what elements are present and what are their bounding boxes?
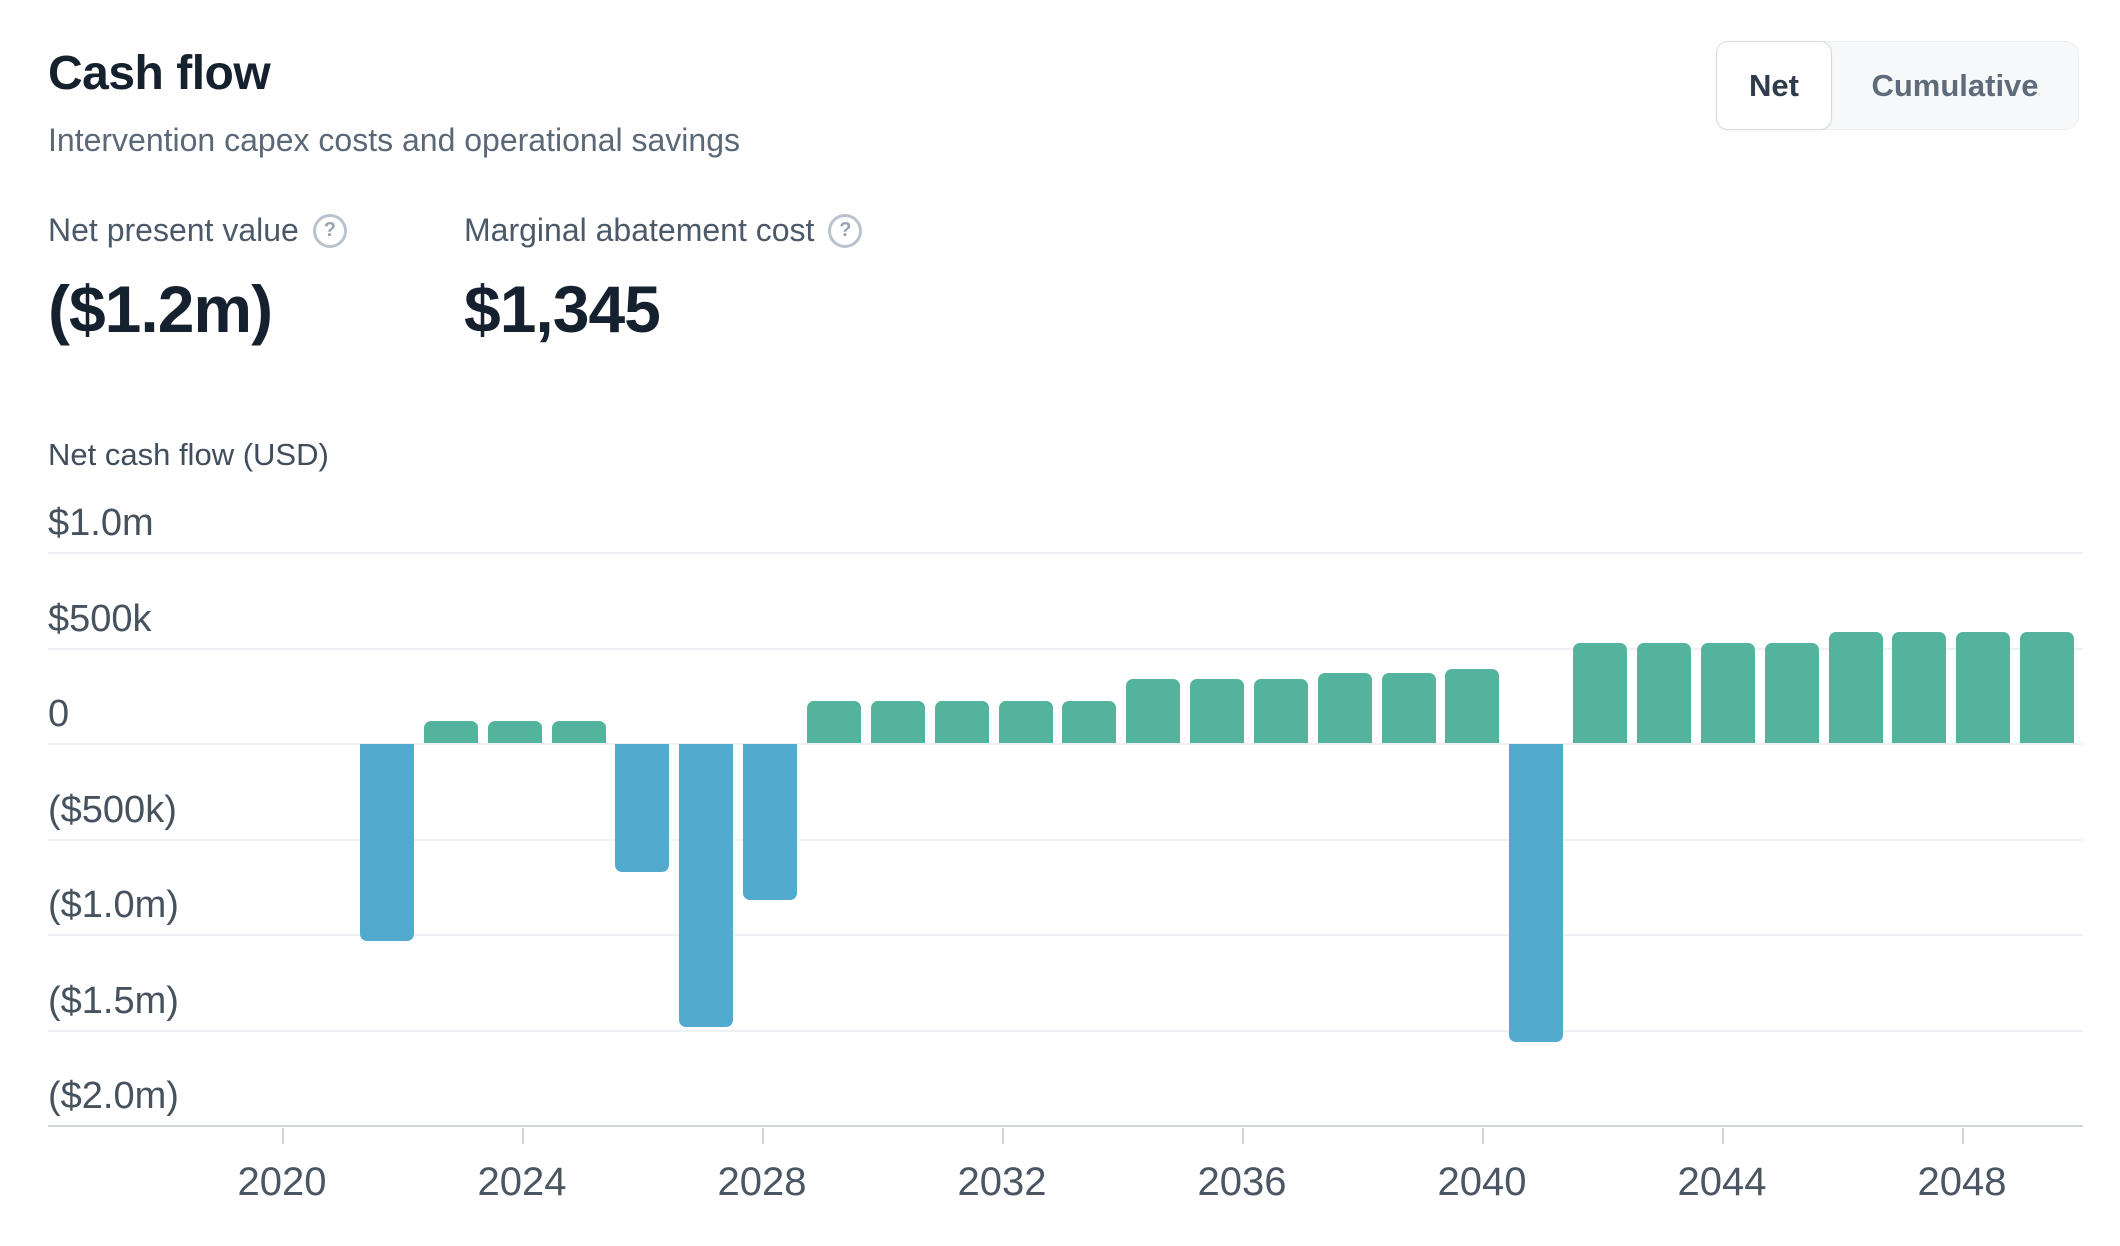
cash-flow-bar-2032[interactable]: [998, 700, 1053, 743]
metric-label: Net present value: [48, 212, 299, 248]
cash-flow-bar-2040[interactable]: [1509, 744, 1564, 1042]
y-tick-label: ($1.5m): [48, 979, 179, 1022]
y-tick-label: ($2.0m): [48, 1075, 179, 1117]
cash-flow-bar-2045[interactable]: [1828, 631, 1883, 743]
x-tick-label: 2020: [237, 1160, 327, 1204]
gridline: [48, 934, 2083, 936]
y-tick-label: ($1.0m): [48, 884, 179, 926]
gridline: [48, 743, 2083, 745]
x-tick-mark: [1482, 1128, 1484, 1144]
x-tick-label: 2044: [1677, 1160, 1767, 1204]
cash-flow-bar-2038[interactable]: [1381, 672, 1436, 743]
x-tick-label: 2036: [1197, 1160, 1287, 1204]
gridline: [48, 647, 2083, 650]
metric-net-present-value: Net present value ? ($1.2m): [48, 212, 347, 347]
x-tick-label: 2028: [717, 1160, 807, 1204]
x-tick-label: 2048: [1917, 1160, 2007, 1204]
help-icon[interactable]: ?: [312, 213, 347, 248]
cash-flow-bar-2035[interactable]: [1190, 679, 1245, 743]
metric-label: Marginal abatement cost: [464, 212, 815, 248]
x-tick-label: 2024: [477, 1160, 567, 1204]
y-tick-label: $500k: [48, 597, 152, 640]
y-tick-label: 0: [48, 693, 70, 735]
cash-flow-bar-2048[interactable]: [2020, 631, 2075, 743]
cash-flow-bar-2036[interactable]: [1253, 679, 1308, 743]
cash-flow-bar-2030[interactable]: [870, 700, 925, 743]
x-axis-line: [48, 1125, 2083, 1127]
x-tick-label: 2040: [1437, 1160, 1527, 1204]
y-tick-label: $1.0m: [48, 502, 154, 544]
cash-flow-bar-2025[interactable]: [551, 720, 606, 743]
cash-flow-bar-2028[interactable]: [743, 744, 798, 900]
cash-flow-bar-2039[interactable]: [1445, 669, 1500, 743]
x-tick-mark: [1722, 1128, 1724, 1144]
y-axis-title: Net cash flow (USD): [48, 437, 329, 472]
x-tick-mark: [282, 1128, 284, 1144]
toggle-option-cumulative[interactable]: Cumulative: [1871, 67, 2039, 103]
cash-flow-bar-2026[interactable]: [615, 744, 670, 872]
cash-flow-bar-2027[interactable]: [679, 744, 734, 1027]
cash-flow-bar-2022[interactable]: [360, 744, 414, 941]
page-title: Cash flow: [48, 47, 271, 100]
cash-flow-bar-2033[interactable]: [1062, 700, 1117, 743]
cash-flow-bar-2023[interactable]: [423, 720, 478, 743]
x-tick-mark: [1242, 1128, 1244, 1144]
cash-flow-bar-2034[interactable]: [1126, 679, 1181, 743]
cash-flow-bar-2046[interactable]: [1892, 631, 1947, 743]
cash-flow-bar-2044[interactable]: [1764, 642, 1819, 743]
x-tick-mark: [762, 1128, 764, 1144]
cash-flow-bar-2031[interactable]: [934, 700, 989, 743]
gridline: [48, 552, 2083, 554]
gridline: [48, 838, 2083, 841]
x-tick-mark: [1002, 1128, 1004, 1144]
net-cumulative-toggle: Net Cumulative: [1716, 41, 2079, 130]
cash-flow-bar-2042[interactable]: [1637, 642, 1691, 743]
metric-marginal-abatement-cost: Marginal abatement cost ? $1,345: [464, 212, 863, 347]
cash-flow-bar-2041[interactable]: [1573, 642, 1628, 743]
y-tick-label: ($500k): [48, 788, 177, 831]
cash-flow-bar-2029[interactable]: [806, 700, 861, 743]
x-tick-mark: [522, 1128, 524, 1144]
page-subtitle: Intervention capex costs and operational…: [48, 122, 740, 158]
cash-flow-bar-2047[interactable]: [1956, 631, 2011, 743]
cash-flow-bar-2037[interactable]: [1317, 672, 1372, 743]
toggle-option-net[interactable]: Net: [1716, 41, 1832, 130]
metric-value: ($1.2m): [48, 272, 273, 346]
gridline: [48, 1029, 2083, 1032]
x-tick-label: 2032: [957, 1160, 1047, 1204]
help-icon[interactable]: ?: [828, 213, 863, 248]
metric-value: $1,345: [464, 272, 661, 346]
cash-flow-bar-2024[interactable]: [487, 720, 542, 743]
x-tick-mark: [1962, 1128, 1964, 1144]
cash-flow-bar-2043[interactable]: [1700, 642, 1755, 743]
